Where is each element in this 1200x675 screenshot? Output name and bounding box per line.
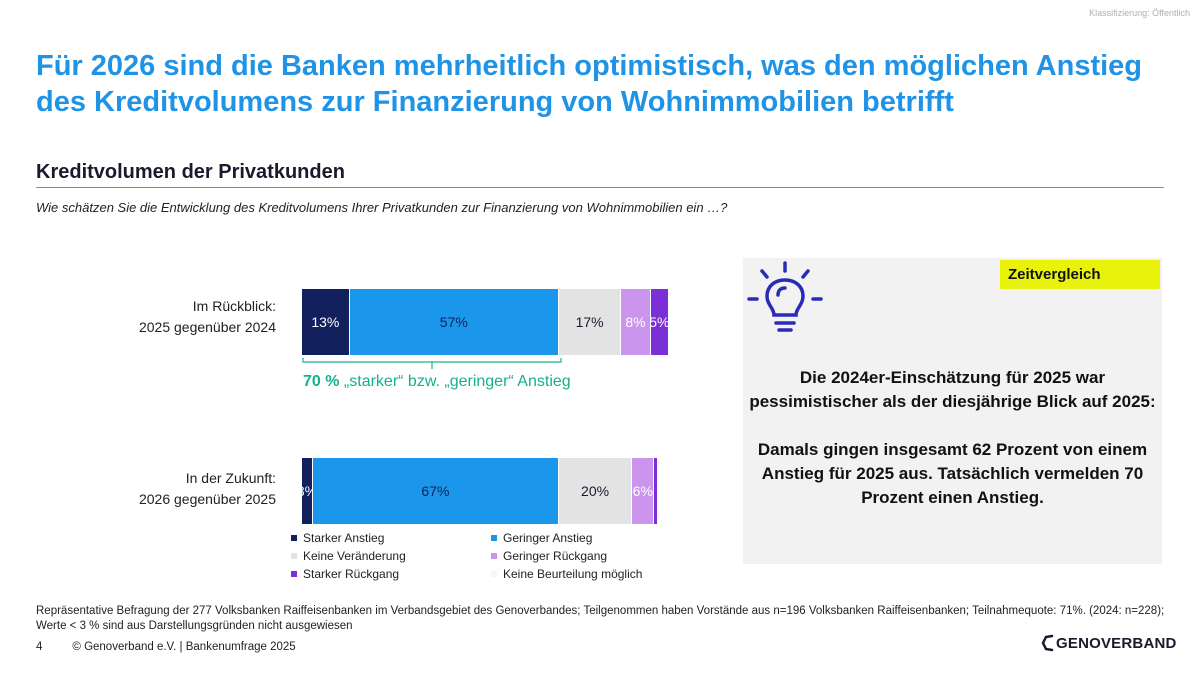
survey-question: Wie schätzen Sie die Entwicklung des Kre… [36,200,728,215]
bracket-annotation: 70 % „starker“ bzw. „geringer“ Anstieg [303,373,571,391]
copyright: © Genoverband e.V. | Bankenumfrage 2025 [72,641,296,653]
panel-text: Die 2024er-Einschätzung für 2025 war pes… [743,366,1162,510]
bar-segment-0-2: 17% [558,289,622,355]
footer: 4 © Genoverband e.V. | Bankenumfrage 2025 [36,641,326,653]
row-label-0-line-1: Im Rückblick: [192,298,276,314]
divider [36,187,1164,188]
legend-label-3: Geringer Rückgang [503,549,608,563]
legend-item-3: Geringer Rückgang [491,549,691,563]
legend-item-2: Keine Veränderung [291,549,491,563]
panel-paragraph-1: Die 2024er-Einschätzung für 2025 war pes… [749,368,1156,411]
bar-segment-0-4: 5% [649,289,670,355]
genoverband-logo: GENOVERBAND [1040,634,1177,652]
lightbulb-icon [747,261,823,332]
legend-label-4: Starker Rückgang [303,567,400,581]
footnote: Repräsentative Befragung der 277 Volksba… [36,605,1165,632]
row-label-1-line-2: 2026 gegenüber 2025 [138,491,276,507]
bracket [302,358,562,369]
bar-label-1-1: 67% [421,483,450,499]
info-panel: Zeitvergleich Die 2024er-Einschätzung fü… [743,258,1162,564]
logo-mark-icon [1041,634,1054,652]
legend-swatch-1 [491,535,497,541]
bar-segment-0-0: 13% [302,289,350,355]
bar-label-1-3: 6% [632,483,653,499]
bar-segment-1-3: 6% [632,458,655,524]
bar-segment-0-1: 57% [349,289,559,355]
legend-item-4: Starker Rückgang [291,567,491,581]
stacked-bar-row-1: 3% 67% 20% 6% [297,458,658,524]
legend-item-0: Starker Anstieg [291,531,491,545]
time-comparison-tag: Zeitvergleich [1000,260,1160,289]
legend-label-0: Starker Anstieg [303,531,385,545]
page-number: 4 [36,641,43,653]
bar-label-0-0: 13% [311,314,340,330]
legend-label-2: Keine Veränderung [303,549,406,563]
chart-legend: Starker Anstieg Geringer Anstieg Keine Ver… [291,531,711,581]
legend-label-5: Keine Beurteilung möglich [503,567,643,581]
bar-segment-1-2: 20% [558,458,633,524]
legend-swatch-5 [491,571,497,577]
classification-label: Klassifizierung: Öffentlich [1089,8,1190,18]
bar-segment-0-3: 8% [621,289,651,355]
bar-label-1-0: 3% [296,483,318,499]
bar-label-0-1: 57% [439,314,468,330]
legend-label-1: Geringer Anstieg [503,531,593,545]
bar-label-0-2: 17% [575,314,604,330]
panel-paragraph-2: Damals gingen insgesamt 62 Prozent von e… [757,440,1148,507]
legend-item-5: Keine Beurteilung möglich [491,567,691,581]
legend-item-1: Geringer Anstieg [491,531,691,545]
bar-label-0-3: 8% [625,314,646,330]
bar-label-0-4: 5% [649,314,670,330]
legend-swatch-2 [291,553,297,559]
bar-segment-1-4 [654,458,658,524]
bar-label-1-2: 20% [581,483,610,499]
annotation-percent: 70 % [303,373,340,390]
row-label-0-line-2: 2025 gegenüber 2024 [138,319,276,335]
page-title: Für 2026 sind die Banken mehrheitlich op… [36,50,1143,118]
annotation-text: „starker“ bzw. „geringer“ Anstieg [339,373,571,390]
legend-swatch-3 [491,553,497,559]
row-label-0: Im Rückblick: 2025 gegenüber 2024 [16,296,276,338]
section-subtitle: Kreditvolumen der Privatkunden [36,161,345,183]
bar-segment-1-0: 3% [297,458,317,524]
bar-segment-1-1: 67% [313,458,559,524]
row-label-1-line-1: In der Zukunft: [185,470,276,486]
legend-swatch-0 [291,535,297,541]
stacked-bar-row-0: 13% 57% 17% 8% 5% [302,289,669,355]
logo-text: GENOVERBAND [1056,634,1177,652]
row-label-1: In der Zukunft: 2026 gegenüber 2025 [16,468,276,510]
legend-swatch-4 [291,571,297,577]
